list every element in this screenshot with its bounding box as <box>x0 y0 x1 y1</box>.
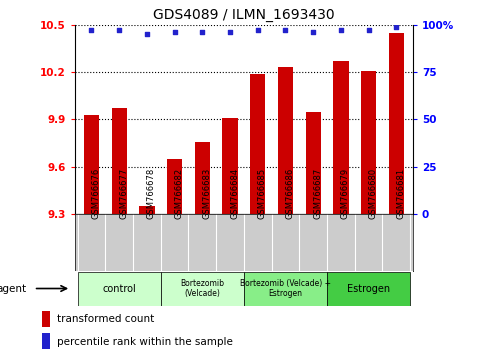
Text: GSM766684: GSM766684 <box>230 167 239 219</box>
Text: percentile rank within the sample: percentile rank within the sample <box>57 337 233 347</box>
Point <box>393 24 400 29</box>
Bar <box>195 142 210 214</box>
Text: Bortezomib
(Velcade): Bortezomib (Velcade) <box>180 279 224 298</box>
Bar <box>361 70 376 214</box>
Point <box>199 29 206 35</box>
Text: GSM766677: GSM766677 <box>119 167 128 219</box>
Point <box>337 28 345 33</box>
Bar <box>42 333 50 349</box>
Text: GSM766678: GSM766678 <box>147 167 156 219</box>
Text: agent: agent <box>0 284 26 293</box>
Point <box>171 29 179 35</box>
Text: GSM766683: GSM766683 <box>202 167 212 219</box>
Text: GSM766682: GSM766682 <box>175 167 184 219</box>
Point <box>282 28 289 33</box>
Point <box>309 29 317 35</box>
Point <box>365 28 372 33</box>
Bar <box>278 67 293 214</box>
Text: GSM766687: GSM766687 <box>313 167 322 219</box>
Text: GSM766681: GSM766681 <box>397 167 405 219</box>
Text: Bortezomib (Velcade) +
Estrogen: Bortezomib (Velcade) + Estrogen <box>240 279 331 298</box>
Text: GSM766680: GSM766680 <box>369 167 378 219</box>
Text: control: control <box>102 284 136 293</box>
Bar <box>244 272 327 306</box>
Title: GDS4089 / ILMN_1693430: GDS4089 / ILMN_1693430 <box>153 8 335 22</box>
Text: GSM766686: GSM766686 <box>285 167 295 219</box>
Point <box>143 32 151 37</box>
Bar <box>161 272 244 306</box>
Bar <box>42 311 50 327</box>
Bar <box>223 118 238 214</box>
Text: GSM766676: GSM766676 <box>91 167 100 219</box>
Point <box>254 28 262 33</box>
Bar <box>327 272 410 306</box>
Point <box>115 28 123 33</box>
Point <box>87 28 95 33</box>
Bar <box>306 112 321 214</box>
Bar <box>78 272 161 306</box>
Text: GSM766679: GSM766679 <box>341 167 350 219</box>
Bar <box>167 159 182 214</box>
Bar <box>84 115 99 214</box>
Bar <box>333 61 349 214</box>
Text: Estrogen: Estrogen <box>347 284 390 293</box>
Text: transformed count: transformed count <box>57 314 154 324</box>
Bar <box>250 74 265 214</box>
Point <box>226 29 234 35</box>
Bar <box>112 108 127 214</box>
Bar <box>139 206 155 214</box>
Bar <box>389 33 404 214</box>
Text: GSM766685: GSM766685 <box>258 167 267 219</box>
